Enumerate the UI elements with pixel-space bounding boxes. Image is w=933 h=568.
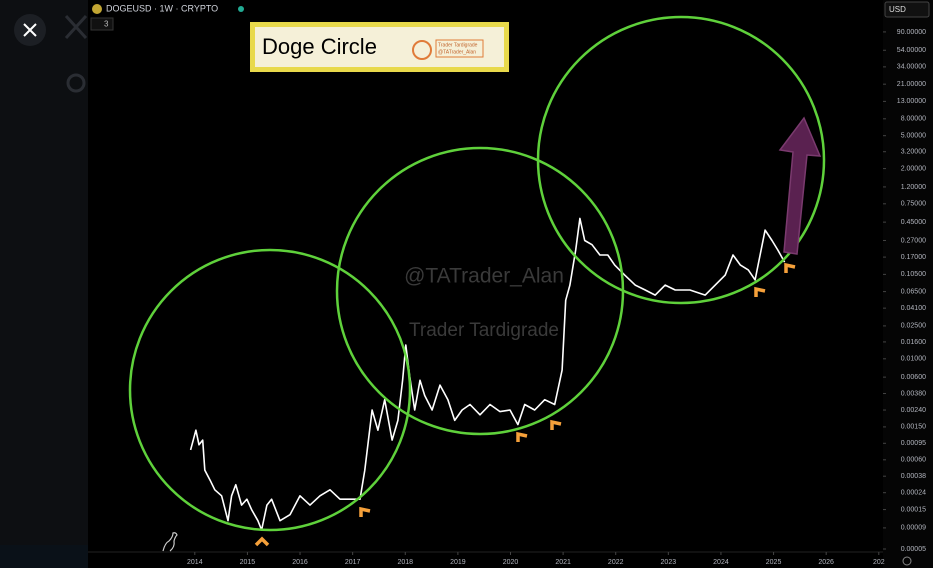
plot-area [189,217,786,531]
currency-label[interactable]: USD [889,5,906,14]
bottom-marker [254,536,270,547]
banner-logo-name: Trader Tardigrade [438,42,478,48]
price-axis-panel [883,0,933,568]
y-tick-label: 0.00150 [901,424,926,431]
y-tick-label: 0.04100 [901,305,926,312]
banner-logo-icon [412,40,432,60]
y-tick-label: 2.00000 [901,165,926,172]
bottom-marker [359,506,371,517]
watermark: @TATrader_Alan [404,265,564,288]
y-tick-label: 0.45000 [901,219,926,226]
x-tick-label: 2015 [240,559,256,566]
x-logo [64,14,88,40]
banner-body [255,27,504,67]
y-tick-label: 1.20000 [901,184,926,191]
y-tick-label: 0.10500 [901,271,926,278]
indicator-toggle[interactable] [90,17,114,31]
close-button[interactable] [14,14,46,46]
x-tick-label: 2018 [397,559,413,566]
y-tick-label: 0.27000 [901,237,926,244]
x-tick-label: 2019 [450,559,466,566]
x-tick-label: 2024 [713,559,729,566]
bottom-marker [784,262,796,273]
y-tick-label: 0.00240 [901,407,926,414]
y-tick-label: 13.00000 [897,98,926,105]
symbol-icon [92,4,102,14]
settings-icon[interactable] [66,73,86,93]
currency-selector[interactable] [884,1,930,18]
y-tick-label: 21.00000 [897,81,926,88]
y-tick-label: 0.00038 [901,473,926,480]
bottom-marker [516,431,528,442]
y-tick-label: 0.06500 [901,288,926,295]
y-tick-label: 34.00000 [897,64,926,71]
sidebar-footer [0,545,88,568]
y-tick-label: 3.20000 [901,149,926,156]
banner: Doge Circle Trader Tardigrade @TATrader_… [250,22,509,72]
indicator-count[interactable]: 3 [104,20,109,29]
x-tick-label: 202 [873,559,885,566]
y-tick-label: 0.01000 [901,356,926,363]
x-tick-label: 2023 [661,559,677,566]
x-tick-label: 2016 [292,559,308,566]
y-tick-label: 0.00015 [901,506,926,513]
x-tick-label: 2017 [345,559,361,566]
y-tick-label: 0.00005 [901,546,926,553]
bottom-marker [754,286,766,297]
cycle-circle [128,248,412,532]
banner-logo-handle: @TATrader_Alan [438,49,476,55]
symbol-title: DOGEUSD · 1W · CRYPTO [106,3,218,13]
tv-logo [162,532,178,552]
y-tick-label: 90.00000 [897,29,926,36]
x-tick-label: 2022 [608,559,624,566]
price-line [189,217,786,531]
y-tick-label: 54.00000 [897,47,926,54]
projection-arrow [778,116,822,255]
annotations [128,15,826,547]
y-tick-label: 0.02500 [901,323,926,330]
y-tick-label: 0.00380 [901,390,926,397]
y-tick-label: 0.01600 [901,339,926,346]
x-tick-label: 2020 [503,559,519,566]
y-tick-label: 0.00600 [901,374,926,381]
axis-settings[interactable] [902,556,912,566]
y-tick-label: 0.00060 [901,457,926,464]
cycle-circle [536,15,826,305]
x-tick-label: 2021 [555,559,571,566]
y-tick-label: 0.00095 [901,440,926,447]
banner-title: Doge Circle [262,34,377,59]
status-dot [238,6,244,12]
bottom-marker [550,419,562,430]
banner-logo-box [435,39,484,58]
y-tick-label: 0.00024 [901,490,926,497]
watermark: Trader Tardigrade [409,320,559,341]
y-tick-label: 5.00000 [901,133,926,140]
y-tick-label: 0.17000 [901,254,926,261]
x-tick-label: 2025 [766,559,782,566]
y-tick-label: 0.00009 [901,525,926,532]
y-tick-label: 8.00000 [901,116,926,123]
sidebar [0,0,88,545]
x-tick-label: 2014 [187,559,203,566]
x-tick-label: 2026 [818,559,834,566]
close-icon[interactable] [23,23,37,37]
y-tick-label: 0.75000 [901,201,926,208]
